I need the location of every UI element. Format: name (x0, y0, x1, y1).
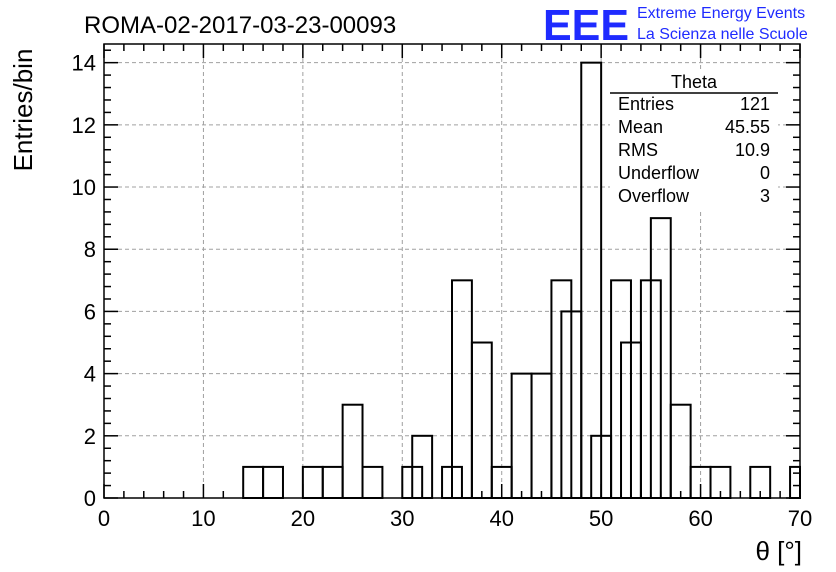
histogram-bin (361, 465, 384, 500)
stats-row-label: Mean (618, 117, 663, 137)
histogram-bin (470, 341, 493, 499)
x-tick-label: 50 (589, 506, 613, 531)
stats-row-label: RMS (618, 140, 658, 160)
histogram-bin (451, 279, 473, 499)
chart-title: ROMA-02-2017-03-23-00093 (84, 12, 396, 39)
histogram-bin (510, 372, 533, 499)
x-tick-label: 10 (191, 506, 215, 531)
stats-box: Theta Entries 121 Mean 45.55 RMS 10.9 Underflo… (610, 70, 778, 212)
stats-title: Theta (671, 72, 718, 92)
y-axis-label: Entries/bin (8, 49, 38, 172)
x-tick-label: 30 (390, 506, 414, 531)
histogram-bin (789, 465, 801, 500)
x-tick-label: 70 (788, 506, 812, 531)
stats-row-label: Overflow (618, 186, 690, 206)
stats-row-label: Underflow (618, 163, 700, 183)
y-tick-label: 4 (84, 362, 96, 387)
y-tick-label: 6 (84, 299, 96, 324)
histogram-bin (341, 403, 364, 500)
y-tick-label: 14 (72, 51, 96, 76)
x-tick-label: 40 (489, 506, 513, 531)
eee-logo: EEE Extreme Energy Events La Scienza nel… (543, 1, 808, 50)
stats-row-label: Entries (618, 94, 674, 114)
y-tick-label: 10 (72, 175, 96, 200)
histogram-bin (301, 465, 324, 500)
eee-logo-line1: Extreme Energy Events (637, 5, 805, 22)
stats-row-value: 45.55 (725, 117, 770, 137)
histogram-bin (262, 465, 284, 500)
histogram-bin (580, 61, 603, 500)
x-axis-ticks: 0 10 20 30 40 50 60 70 (98, 44, 812, 531)
stats-row-value: 121 (740, 94, 770, 114)
stats-row-value: 10.9 (735, 140, 770, 160)
eee-logo-text: EEE (543, 1, 629, 50)
histogram-bin (242, 465, 265, 500)
x-axis-label: θ [°] (755, 536, 802, 566)
y-tick-label: 2 (84, 424, 96, 449)
y-tick-label: 12 (72, 113, 96, 138)
y-tick-label: 8 (84, 237, 96, 262)
stats-row-value: 3 (760, 186, 770, 206)
x-tick-label: 0 (98, 506, 110, 531)
y-axis-ticks: 0 2 4 6 8 10 12 14 (72, 49, 800, 511)
plot-frame (103, 43, 801, 499)
stats-row-value: 0 (760, 163, 770, 183)
x-tick-label: 20 (291, 506, 315, 531)
histogram-bin (321, 465, 344, 500)
x-tick-label: 60 (688, 506, 712, 531)
eee-logo-line2: La Scienza nelle Scuole (637, 26, 808, 43)
histogram-bin (669, 403, 692, 500)
y-tick-label: 0 (84, 486, 96, 511)
